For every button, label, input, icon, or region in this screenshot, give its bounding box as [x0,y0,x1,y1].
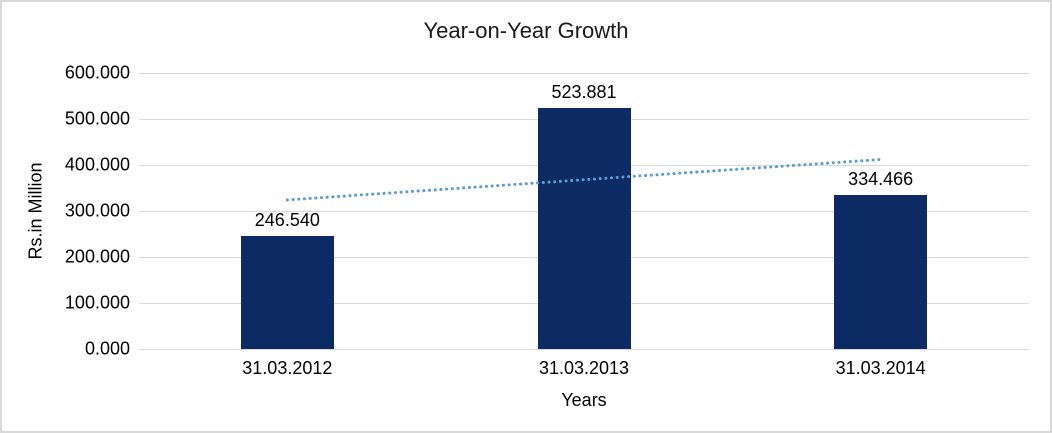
x-axis-title: Years [561,390,607,410]
x-tick-label: 31.03.2014 [835,358,926,378]
x-tick-label: 31.03.2012 [242,358,333,378]
y-tick-label: 600.000 [64,62,130,83]
bar-31.03.2012 [240,235,334,349]
y-tick-label: 300.000 [64,200,130,221]
bar-value-label: 246.540 [254,209,320,230]
plot-area: 246.540 523.881 334.466 [139,72,1029,350]
y-tick-label: 200.000 [64,246,130,267]
bar-31.03.2013 [537,108,631,349]
y-tick-label: 0.000 [84,338,130,359]
trendline [285,157,883,202]
gridline [139,72,1029,74]
bar-value-label: 523.881 [551,82,617,102]
bar-31.03.2014 [834,195,928,349]
y-tick-label: 100.000 [64,292,130,313]
y-tick-label: 400.000 [64,154,130,175]
y-tick-label: 500.000 [64,108,130,129]
bar-value-label: 334.466 [848,169,914,190]
chart-title: Year-on-Year Growth [423,18,629,43]
x-tick-label: 31.03.2013 [538,358,630,378]
gridline [139,348,1029,350]
